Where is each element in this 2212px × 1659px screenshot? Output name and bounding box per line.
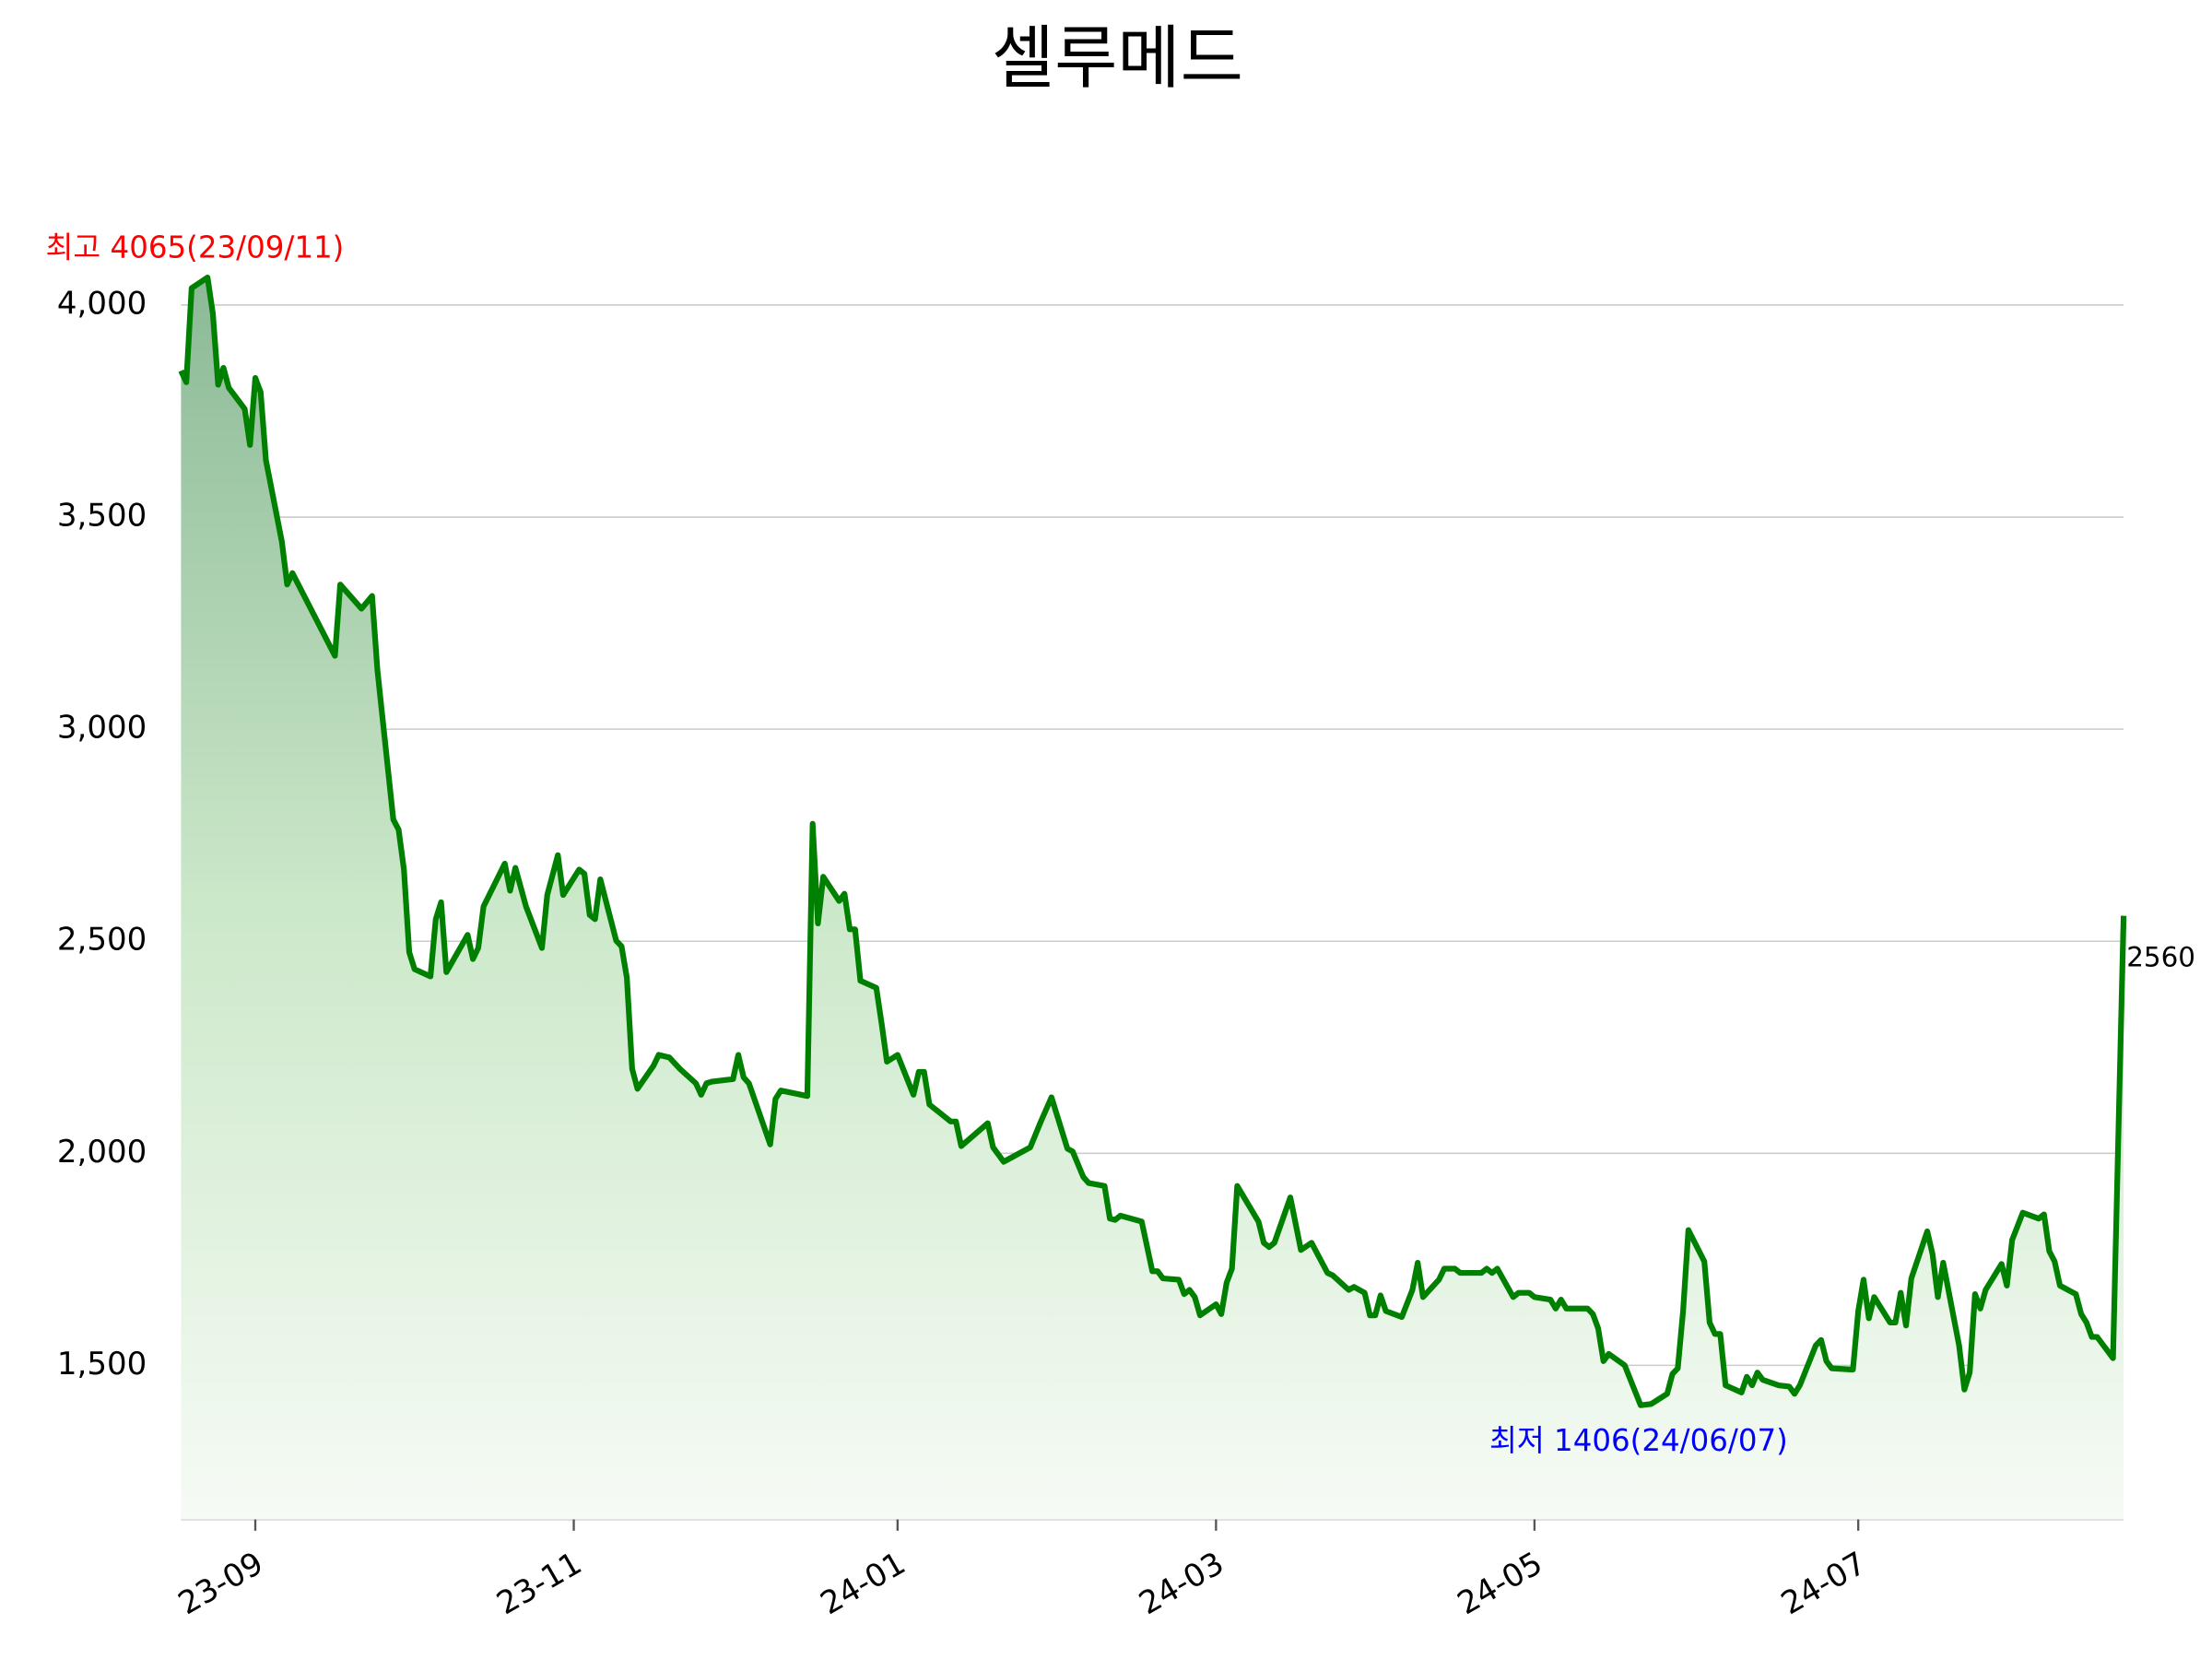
- y-tick-label: 3,500: [57, 498, 147, 535]
- x-tick-label: 24-05: [1452, 1545, 1549, 1622]
- line: [178, 274, 2127, 1408]
- x-tick-label: 23-11: [490, 1545, 588, 1622]
- chart-title: 셀루메드: [992, 18, 1243, 99]
- annotation: 최고 4065(23/09/11): [45, 230, 344, 265]
- y-tick-label: 2,500: [57, 922, 147, 959]
- x-tick-label: 23-09: [172, 1545, 270, 1622]
- last-value-label: 2560: [2126, 942, 2195, 973]
- area: [181, 277, 2124, 1520]
- annotation: 최저 1406(24/06/07): [1489, 1423, 1788, 1458]
- y-tick-label: 4,000: [57, 285, 147, 322]
- x-tick-label: 24-07: [1775, 1545, 1873, 1622]
- x-tick-label: 24-03: [1133, 1545, 1230, 1622]
- y-tick-label: 2,000: [57, 1134, 147, 1171]
- y-tick-label: 1,500: [57, 1346, 147, 1382]
- y-tick-label: 3,000: [57, 710, 147, 747]
- x-tick-label: 24-01: [815, 1545, 912, 1622]
